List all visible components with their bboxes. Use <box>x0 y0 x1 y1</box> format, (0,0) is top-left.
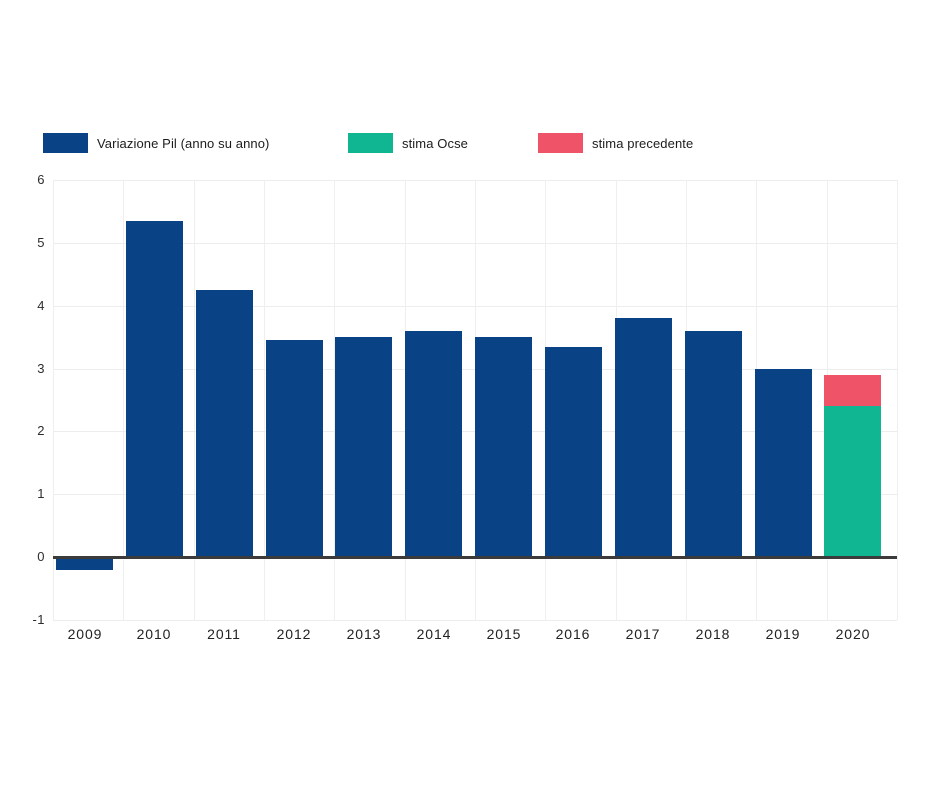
x-axis-label-2015: 2015 <box>486 626 522 642</box>
legend-swatch-icon <box>348 133 393 153</box>
x-axis-label-2018: 2018 <box>695 626 731 642</box>
x-axis-label-2012: 2012 <box>276 626 312 642</box>
gridline-x-1 <box>123 180 124 620</box>
x-axis-label-2017: 2017 <box>625 626 661 642</box>
legend-item-label: Variazione Pil (anno su anno) <box>97 135 270 151</box>
x-axis-label-2013: 2013 <box>346 626 382 642</box>
legend-item-1: stima Ocse <box>348 133 468 153</box>
y-axis-tick-label: 3 <box>37 361 45 376</box>
y-axis-tick-label: -1 <box>32 612 45 627</box>
gridline-x-0 <box>53 180 54 620</box>
x-axis-label-2020: 2020 <box>835 626 871 642</box>
bar-2019 <box>755 369 812 558</box>
legend-item-2: stima precedente <box>538 133 693 153</box>
legend-item-0: Variazione Pil (anno su anno) <box>43 133 269 153</box>
gridline-x-12 <box>897 180 898 620</box>
bar-2018 <box>685 331 742 557</box>
gridline-x-4 <box>334 180 335 620</box>
bar-2010 <box>126 221 183 557</box>
legend-swatch-icon <box>538 133 583 153</box>
gridline-y--1 <box>53 620 897 621</box>
bar-2017 <box>615 318 672 557</box>
bar-2012 <box>266 340 323 557</box>
x-axis-label-2019: 2019 <box>765 626 801 642</box>
x-axis-label-2010: 2010 <box>136 626 172 642</box>
x-axis-label-2016: 2016 <box>555 626 591 642</box>
legend-swatch-icon <box>43 133 88 153</box>
bar-2020-stima-precedente <box>824 375 881 406</box>
y-axis-tick-label: 1 <box>37 486 45 501</box>
y-axis-tick-label: 6 <box>37 172 45 187</box>
zero-axis-line <box>53 556 897 559</box>
y-axis-tick-label: 2 <box>37 423 45 438</box>
y-axis-tick-label: 4 <box>37 298 45 313</box>
x-axis-label-2011: 2011 <box>207 626 241 642</box>
x-axis-label-2014: 2014 <box>416 626 452 642</box>
y-axis-tick-label: 0 <box>37 549 45 564</box>
bar-2011 <box>196 290 253 557</box>
legend-item-label: stima Ocse <box>402 135 469 151</box>
bar-2020-stima-ocse <box>824 406 881 557</box>
bar-2015 <box>475 337 532 557</box>
y-axis-tick-label: 5 <box>37 235 45 250</box>
bar-2013 <box>335 337 392 557</box>
bar-2014 <box>405 331 462 557</box>
gridline-x-3 <box>264 180 265 620</box>
x-axis-label-2009: 2009 <box>67 626 103 642</box>
gridline-x-2 <box>194 180 195 620</box>
legend-item-label: stima precedente <box>592 135 694 151</box>
bar-2016 <box>545 347 602 558</box>
bar-2009 <box>56 557 113 570</box>
